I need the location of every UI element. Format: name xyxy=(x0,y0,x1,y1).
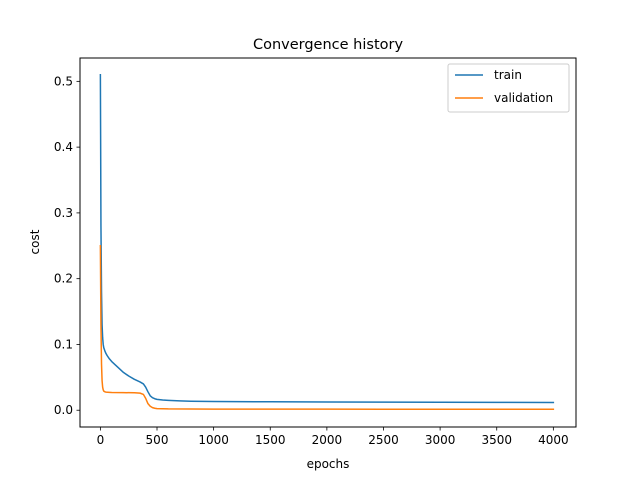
y-tick-label: 0.4 xyxy=(54,140,73,154)
legend-label-train: train xyxy=(494,68,522,82)
y-tick-label: 0.3 xyxy=(54,206,73,220)
x-axis-label: epochs xyxy=(307,457,350,471)
x-tick-label: 3500 xyxy=(481,433,512,447)
series-line-validation xyxy=(99,245,555,410)
y-tick-label: 0.5 xyxy=(54,74,73,88)
x-tick-label: 3000 xyxy=(425,433,456,447)
x-axis-ticks: 0 500 1000 1500 2000 2500 3000 3500 4000 xyxy=(97,427,569,447)
x-tick-label: 0 xyxy=(97,433,105,447)
y-tick-label: 0.0 xyxy=(54,403,73,417)
x-tick-label: 2000 xyxy=(312,433,343,447)
plot-frame xyxy=(79,57,577,428)
chart-title: Convergence history xyxy=(253,37,404,53)
y-axis-ticks: 0.0 0.1 0.2 0.3 0.4 0.5 xyxy=(54,74,80,417)
x-tick-label: 1500 xyxy=(255,433,286,447)
x-tick-label: 500 xyxy=(146,433,169,447)
series-layer xyxy=(99,74,555,410)
x-tick-label: 1000 xyxy=(198,433,229,447)
legend-box xyxy=(447,63,570,113)
y-axis-label: cost xyxy=(28,229,42,254)
x-tick-label: 2500 xyxy=(368,433,399,447)
x-tick-label: 4000 xyxy=(538,433,569,447)
legend: train validation xyxy=(447,63,570,113)
series-line-train xyxy=(99,74,555,404)
y-tick-label: 0.1 xyxy=(54,337,73,351)
y-tick-label: 0.2 xyxy=(54,272,73,286)
legend-label-validation: validation xyxy=(494,91,553,105)
